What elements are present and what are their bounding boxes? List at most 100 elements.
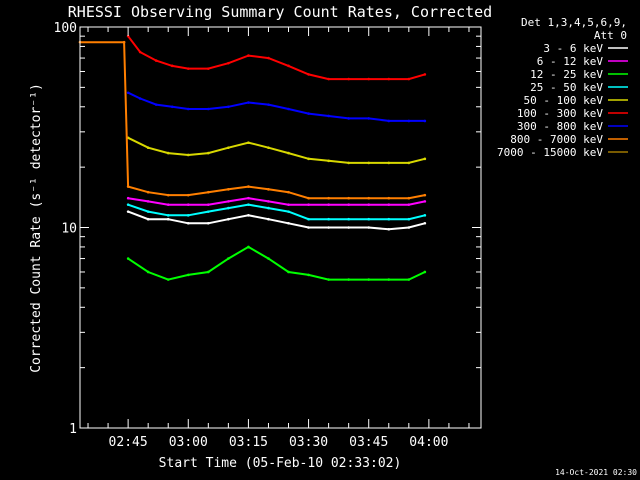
data-point <box>407 77 411 81</box>
series-line-25-50keV <box>127 203 426 221</box>
data-point <box>154 59 158 62</box>
data-point <box>367 117 371 120</box>
legend-label: 12 - 25 keV <box>530 68 603 81</box>
data-point <box>227 61 230 65</box>
x-tick-label: 03:15 <box>229 435 268 450</box>
legend-label: 50 - 100 keV <box>524 94 604 107</box>
data-point <box>146 210 150 213</box>
legend-label: 800 - 7000 keV <box>510 133 603 146</box>
data-point <box>327 217 330 221</box>
data-point <box>207 203 210 206</box>
data-point <box>138 50 142 54</box>
data-point <box>423 157 427 161</box>
x-tick-label: 02:45 <box>109 435 148 450</box>
data-point <box>387 161 391 165</box>
data-point <box>327 278 330 281</box>
data-point <box>126 185 130 188</box>
data-point <box>307 217 310 221</box>
data-point <box>423 221 427 225</box>
data-point <box>247 245 250 249</box>
data-point <box>423 73 427 76</box>
data-point <box>367 203 371 206</box>
data-point <box>126 91 130 95</box>
data-point <box>247 203 250 206</box>
data-point <box>186 273 190 277</box>
data-point <box>247 141 250 144</box>
x-axis: 02:45 03:00 03:15 03:30 03:45 04:00 <box>87 27 470 450</box>
data-point <box>347 161 350 165</box>
data-point <box>146 270 150 274</box>
data-point <box>247 214 250 217</box>
data-point <box>186 221 190 225</box>
data-point <box>227 257 230 260</box>
y-axis-label: Corrected Count Rate (s⁻¹ detector⁻¹) <box>29 83 44 373</box>
data-point <box>287 203 290 206</box>
data-point <box>367 77 371 81</box>
legend-label: 300 - 800 keV <box>517 120 603 133</box>
data-point <box>146 190 150 194</box>
data-point <box>186 107 190 111</box>
legend-label: 3 - 6 keV <box>543 42 603 55</box>
x-tick-label: 03:30 <box>289 435 328 450</box>
data-point <box>287 210 290 213</box>
data-point <box>186 193 190 197</box>
data-point <box>423 270 427 274</box>
x-axis-label: Start Time (05-Feb-10 02:33:02) <box>159 456 402 471</box>
data-point <box>207 221 210 225</box>
data-point <box>207 270 210 274</box>
data-point <box>347 203 350 206</box>
data-point <box>307 73 310 76</box>
data-point <box>166 203 170 206</box>
series-line-100-300keV <box>127 35 426 81</box>
data-point <box>247 101 250 104</box>
data-point <box>166 151 170 155</box>
data-point <box>267 56 270 60</box>
data-point <box>267 103 270 106</box>
data-point <box>327 114 330 118</box>
legend-header-line1: Det 1,3,4,5,6,9, <box>521 16 627 29</box>
data-point <box>307 112 310 115</box>
data-point <box>407 203 411 206</box>
data-point <box>146 217 150 221</box>
y-tick-label: 10 <box>61 222 77 237</box>
data-point <box>267 217 270 221</box>
legend-header-line2: Att 0 <box>594 29 627 42</box>
plot-area <box>78 34 427 281</box>
data-point <box>227 217 230 221</box>
data-point <box>347 226 350 229</box>
x-tick-label: 04:00 <box>409 435 448 450</box>
series-line-800-7000keV <box>80 41 426 200</box>
data-point <box>287 64 290 68</box>
series-line-12-25keV <box>127 245 426 281</box>
legend-label: 6 - 12 keV <box>537 55 604 68</box>
data-point <box>327 203 330 206</box>
data-point <box>387 278 391 281</box>
y-tick-label: 1 <box>69 422 77 437</box>
data-point <box>287 270 290 274</box>
data-point <box>247 185 250 188</box>
data-point <box>423 193 427 197</box>
data-point <box>247 196 250 200</box>
data-point <box>367 278 371 281</box>
data-point <box>423 119 427 123</box>
data-point <box>126 203 130 206</box>
data-point <box>186 67 190 70</box>
data-point <box>407 278 411 281</box>
data-point <box>207 190 210 194</box>
data-point <box>122 40 126 44</box>
data-point <box>267 206 270 210</box>
data-point <box>227 146 230 150</box>
data-point <box>387 227 391 231</box>
data-point <box>347 196 350 200</box>
series-line-3-6keV <box>127 210 426 231</box>
data-point <box>327 159 330 163</box>
data-point <box>287 151 290 155</box>
data-point <box>327 77 330 81</box>
x-tick-label: 03:00 <box>169 435 208 450</box>
data-point <box>407 119 411 123</box>
data-point <box>166 217 170 221</box>
data-point <box>207 67 210 70</box>
data-point <box>307 196 310 200</box>
data-point <box>387 119 391 123</box>
